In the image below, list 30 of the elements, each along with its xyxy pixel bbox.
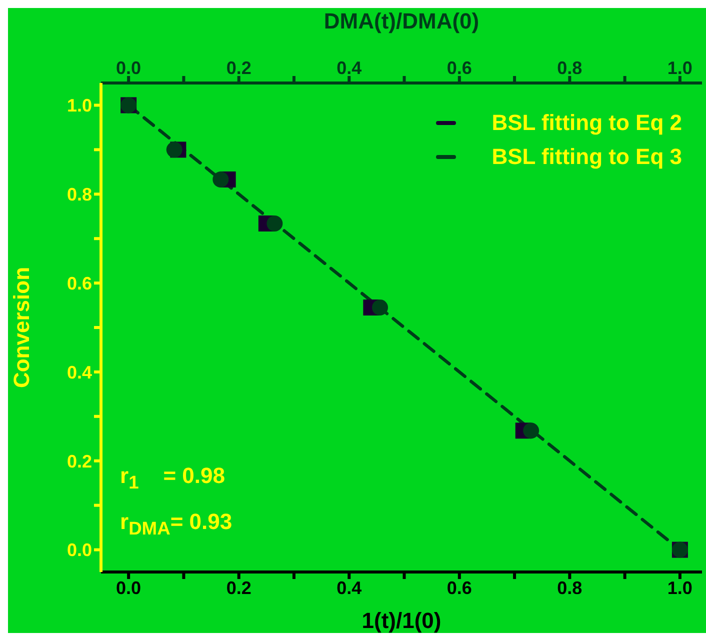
x2-tick-label: 0.0 bbox=[116, 578, 142, 598]
x-tick-label: 0.2 bbox=[226, 58, 252, 78]
annotation: r$_{DMA}$= 0.93 bbox=[120, 509, 232, 540]
x-tick-label: 0.0 bbox=[116, 58, 142, 78]
legend-label: BSL fitting to Eq 3 bbox=[492, 144, 682, 170]
x-axis-title: 1(t)/1(0) bbox=[362, 608, 442, 633]
y-tick-label: 0.6 bbox=[66, 273, 92, 294]
x2-tick-label: 0.6 bbox=[446, 578, 472, 598]
x2-tick-label: 0.2 bbox=[226, 578, 252, 598]
y-tick-label: 0.0 bbox=[66, 540, 92, 560]
x2-tick-label: 1.0 bbox=[667, 578, 692, 598]
y-tick-label: 0.8 bbox=[66, 184, 92, 205]
y-axis-title: Conversion bbox=[8, 266, 34, 388]
point bbox=[212, 171, 229, 188]
y-tick-label: 1.0 bbox=[66, 96, 92, 116]
x2-tick-label: 0.4 bbox=[336, 578, 362, 598]
point bbox=[266, 215, 283, 232]
x-tick-label: 1.0 bbox=[667, 58, 692, 78]
x-tick-label: 0.4 bbox=[336, 58, 362, 78]
text: r$_{1}$ = 0.98 bbox=[120, 463, 225, 492]
point bbox=[372, 299, 388, 316]
x-tick-label: 0.8 bbox=[557, 58, 582, 78]
x2-axis-title: DMA(t)/DMA(0) bbox=[324, 8, 480, 34]
x-tick-label: 0.6 bbox=[446, 58, 472, 78]
y-tick-label: 0.4 bbox=[66, 362, 92, 382]
x2-tick-label: 0.8 bbox=[557, 578, 582, 598]
point bbox=[166, 142, 182, 158]
legend-label: BSL fitting to Eq 2 bbox=[492, 110, 682, 136]
y-tick-label: 0.2 bbox=[66, 451, 92, 472]
point bbox=[523, 422, 540, 439]
